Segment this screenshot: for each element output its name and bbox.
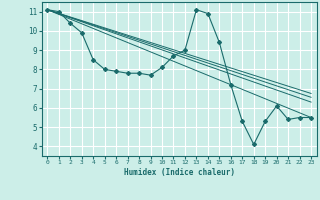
- X-axis label: Humidex (Indice chaleur): Humidex (Indice chaleur): [124, 168, 235, 177]
